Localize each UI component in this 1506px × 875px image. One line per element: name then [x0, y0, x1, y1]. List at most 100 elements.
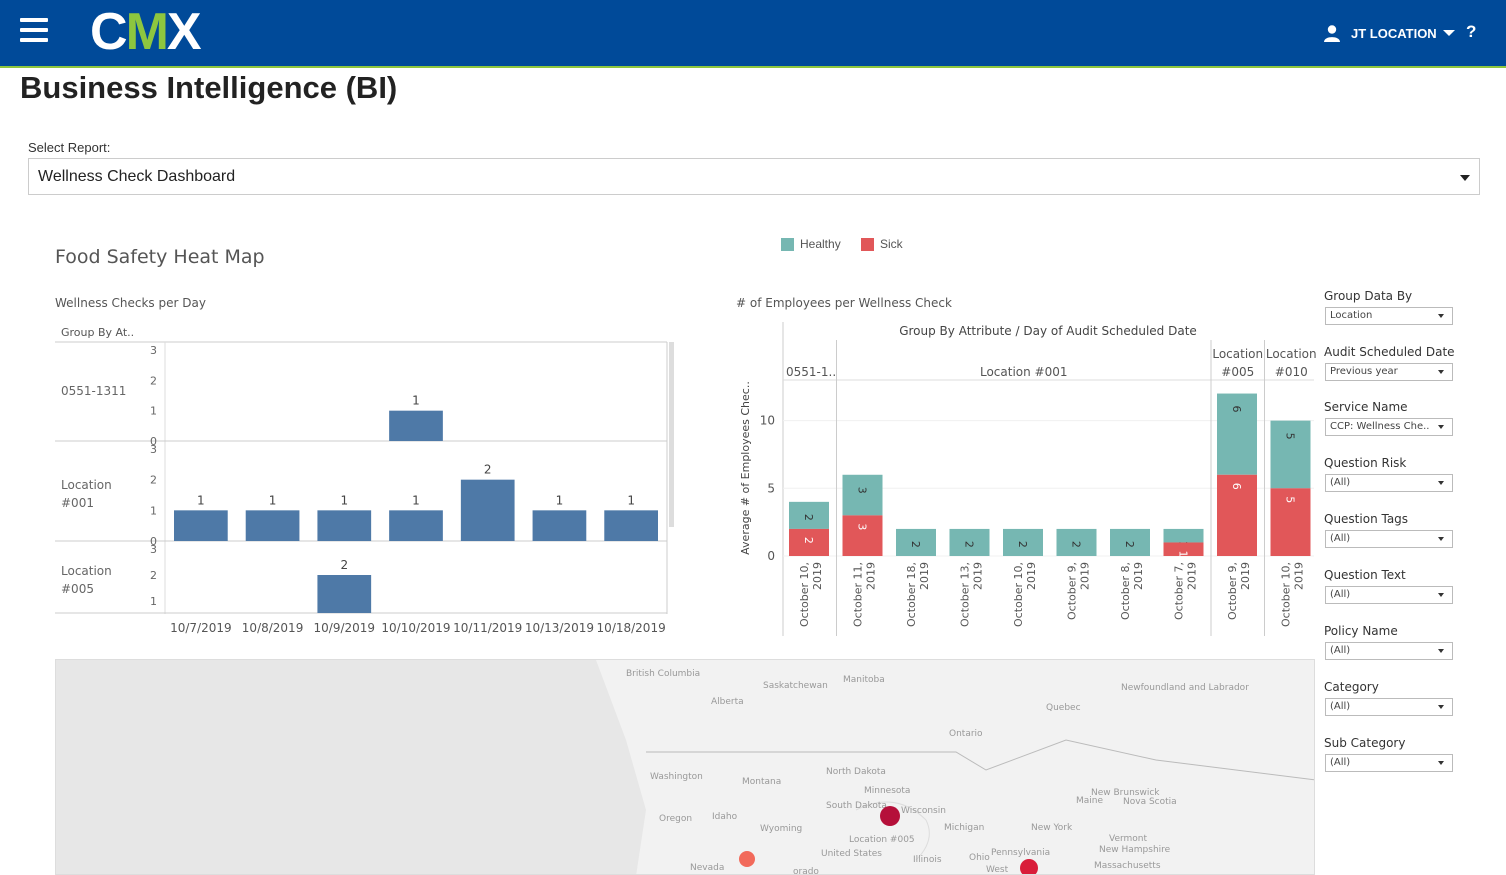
bar-healthy[interactable]: [789, 501, 829, 529]
user-menu[interactable]: JT LOCATION: [1324, 22, 1455, 44]
bar-sick[interactable]: [1163, 542, 1204, 556]
row-header-label: Group By At..: [61, 326, 134, 339]
filter-dropdown[interactable]: (All): [1325, 530, 1453, 548]
map-label: Newfoundland and Labrador: [1121, 683, 1249, 693]
legend-item-sick[interactable]: Sick: [861, 237, 903, 251]
bar[interactable]: [174, 510, 228, 541]
filter-dropdown[interactable]: (All): [1325, 754, 1453, 772]
scrollbar[interactable]: [669, 342, 674, 527]
bar-healthy[interactable]: [949, 528, 990, 556]
map-label: North Dakota: [826, 767, 886, 777]
bar-healthy[interactable]: [1217, 393, 1257, 475]
wellness-checks-chart[interactable]: Group By At.. 0551-1311 0 1 2 3 1 Location #001 0…: [50, 320, 680, 645]
y-tick-label: 3: [150, 543, 157, 556]
group-label: Location #010: [1266, 347, 1317, 379]
help-icon[interactable]: ?: [1466, 22, 1477, 41]
location-map[interactable]: British Columbia Alberta Saskatchewan Manit…: [55, 659, 1315, 875]
bar-sick[interactable]: [842, 515, 883, 556]
map-point[interactable]: [880, 806, 900, 826]
legend-item-healthy[interactable]: Healthy: [781, 237, 841, 251]
filter-dropdown[interactable]: (All): [1325, 642, 1453, 660]
bar[interactable]: [389, 410, 443, 441]
map-label: Oregon: [659, 814, 692, 824]
filter-dropdown[interactable]: (All): [1325, 586, 1453, 604]
filter-group-data-by: Group Data By Location: [1324, 289, 1453, 325]
bar-healthy[interactable]: [842, 474, 883, 516]
employees-per-check-chart[interactable]: Group By Attribute / Day of Audit Schedu…: [730, 318, 1320, 638]
filter-value: Previous year: [1330, 366, 1398, 377]
bar-healthy[interactable]: [1110, 528, 1150, 556]
x-tick-label: October 11,2019: [852, 562, 878, 627]
y-tick-label: 0: [767, 549, 775, 563]
chart1-title: Wellness Checks per Day: [55, 296, 206, 310]
filter-dropdown[interactable]: (All): [1325, 474, 1453, 492]
bar-value-label: 2: [484, 463, 492, 477]
user-name: JT LOCATION: [1351, 25, 1437, 41]
filter-policy-name: Policy Name (All): [1324, 624, 1453, 660]
bar[interactable]: [532, 510, 587, 541]
report-select[interactable]: Wellness Check Dashboard: [28, 158, 1480, 195]
x-tick-label: 10/7/2019: [170, 621, 232, 635]
bar[interactable]: [317, 575, 372, 613]
bar[interactable]: [245, 510, 300, 541]
map-label: British Columbia: [626, 669, 700, 679]
filter-audit-scheduled-date: Audit Scheduled Date Previous year: [1324, 345, 1455, 381]
bar-value-label-healthy: 3: [856, 487, 869, 494]
map-point[interactable]: [739, 851, 755, 867]
bar-value-label-healthy: 2: [1016, 541, 1029, 548]
filter-label: Group Data By: [1324, 289, 1413, 303]
bar-sick[interactable]: [1270, 488, 1311, 556]
user-icon: [1324, 24, 1340, 42]
bar-value-label: 1: [412, 493, 420, 507]
map-label: New York: [1031, 823, 1073, 833]
bar[interactable]: [317, 510, 372, 541]
filter-dropdown[interactable]: (All): [1325, 698, 1453, 716]
group-label: 0551-1..: [786, 365, 836, 379]
map-label: Alberta: [711, 697, 744, 707]
x-tick-label: 10/9/2019: [314, 621, 376, 635]
filter-dropdown[interactable]: Previous year: [1325, 363, 1453, 381]
menu-icon[interactable]: [20, 18, 48, 44]
group-label: Location #001: [980, 365, 1068, 379]
map-label: Nova Scotia: [1123, 797, 1177, 807]
bar-value-label-healthy: 5: [1284, 433, 1297, 440]
map-label: Michigan: [944, 823, 984, 833]
chevron-down-icon: [1438, 593, 1444, 597]
y-tick-label: 1: [150, 595, 157, 608]
cmx-logo[interactable]: CMX: [90, 3, 202, 61]
bar-healthy[interactable]: [1163, 528, 1204, 543]
map-label: Quebec: [1046, 703, 1081, 713]
y-tick-label: 10: [760, 414, 775, 428]
filter-value: (All): [1330, 757, 1351, 768]
bar-healthy[interactable]: [1056, 528, 1097, 556]
map-label: Vermont: [1109, 834, 1148, 844]
chevron-down-icon: [1438, 649, 1444, 653]
bar-sick[interactable]: [789, 528, 829, 556]
bar-sick[interactable]: [1217, 474, 1257, 556]
y-tick-label: 2: [150, 474, 157, 487]
filter-dropdown[interactable]: CCP: Wellness Che...: [1325, 418, 1453, 436]
top-bar: CMX JT LOCATION ?: [0, 0, 1506, 68]
bar[interactable]: [460, 479, 515, 541]
chevron-down-icon: [1442, 30, 1455, 36]
bar-value-label-sick: 6: [1230, 483, 1243, 490]
border-line: [646, 739, 1314, 781]
bar[interactable]: [389, 510, 443, 541]
bar-healthy[interactable]: [1003, 528, 1043, 556]
map-label: West: [986, 865, 1009, 875]
bar-healthy[interactable]: [896, 528, 936, 556]
x-tick-label: October 10,2019: [798, 562, 824, 627]
bar[interactable]: [604, 510, 658, 541]
map-label: orado: [793, 867, 819, 875]
filter-label: Question Text: [1324, 568, 1406, 582]
x-tick-label: October 8,2019: [1119, 562, 1145, 620]
chart2-title: # of Employees per Wellness Check: [736, 296, 952, 310]
map-canvas[interactable]: British Columbia Alberta Saskatchewan Manit…: [56, 660, 1315, 875]
map-label: South Dakota: [826, 801, 887, 811]
bar-value-label: 1: [197, 493, 205, 507]
filter-dropdown[interactable]: Location: [1325, 307, 1453, 325]
bar-value-label: 1: [340, 493, 348, 507]
bar-healthy[interactable]: [1270, 420, 1311, 489]
bar-value-label: 1: [412, 394, 420, 408]
map-point[interactable]: [1020, 859, 1038, 875]
